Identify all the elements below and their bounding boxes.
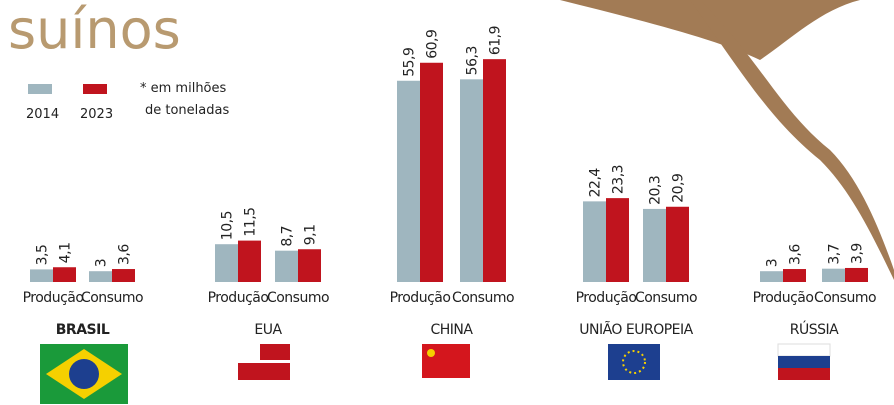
x-tick-label: Consumo <box>81 290 143 306</box>
bar <box>666 206 689 282</box>
value-label: 3,9 <box>850 243 866 264</box>
value-label: 22,4 <box>588 168 604 198</box>
decor-swoosh <box>690 0 894 280</box>
x-tick-label: Consumo <box>267 290 329 306</box>
x-tick-label: Produção <box>208 290 269 306</box>
flag-eu <box>608 344 660 380</box>
bar <box>53 267 76 282</box>
bar <box>845 267 868 282</box>
bar <box>112 269 135 282</box>
flag-usa <box>238 344 290 380</box>
x-tick-label: Consumo <box>452 290 514 306</box>
bar <box>298 249 321 282</box>
x-tick-label: Consumo <box>635 290 697 306</box>
note: de toneladas <box>145 103 229 118</box>
group-label: UNIÃO EUROPEIA <box>579 321 693 338</box>
value-label: 10,5 <box>220 211 236 240</box>
x-tick-label: Consumo <box>814 290 876 306</box>
value-label: 3 <box>765 259 781 267</box>
value-label: 3,5 <box>35 245 51 266</box>
chart-title: suínos <box>8 0 181 61</box>
x-tick-label: Produção <box>390 290 451 306</box>
bar <box>460 79 483 282</box>
legend-label: 2014 <box>26 107 59 122</box>
group-label: CHINA <box>431 322 474 338</box>
flag-russia <box>777 343 831 380</box>
value-label: 9,1 <box>303 224 319 245</box>
bar <box>238 240 261 282</box>
value-label: 60,9 <box>425 30 441 59</box>
legend-swatch <box>28 84 52 94</box>
flag-china <box>422 344 470 378</box>
bar <box>760 271 783 282</box>
legend-swatch <box>83 84 107 94</box>
bar <box>30 269 53 282</box>
value-label: 55,9 <box>402 48 418 77</box>
bar <box>397 80 420 282</box>
bar <box>643 208 666 282</box>
value-label: 20,3 <box>648 176 664 205</box>
bar <box>275 250 298 282</box>
value-label: 3,7 <box>827 244 843 265</box>
x-tick-label: Produção <box>753 290 814 306</box>
x-tick-label: Produção <box>23 290 84 306</box>
bar <box>822 268 845 282</box>
decor-swoosh <box>560 0 860 60</box>
value-label: 3,6 <box>788 244 804 265</box>
group-label: EUA <box>254 322 282 338</box>
value-label: 8,7 <box>280 226 296 247</box>
value-label: 20,9 <box>671 174 687 203</box>
value-label: 23,3 <box>611 165 627 194</box>
flag-brazil <box>40 344 128 404</box>
bar <box>606 198 629 282</box>
x-tick-label: Produção <box>576 290 637 306</box>
bar <box>420 62 443 283</box>
value-label: 61,9 <box>488 26 504 55</box>
note: * em milhões <box>140 81 227 96</box>
bar <box>215 244 238 282</box>
group-label: RÚSSIA <box>790 320 839 338</box>
bar <box>583 201 606 282</box>
value-label: 3,6 <box>117 244 133 265</box>
value-label: 11,5 <box>243 207 259 236</box>
bar <box>783 269 806 282</box>
value-label: 3 <box>94 259 110 267</box>
bar <box>483 59 506 282</box>
value-label: 56,3 <box>465 46 481 75</box>
value-label: 4,1 <box>58 242 74 263</box>
legend-label: 2023 <box>80 107 113 122</box>
group-label: BRASIL <box>56 322 110 338</box>
bar <box>89 271 112 282</box>
